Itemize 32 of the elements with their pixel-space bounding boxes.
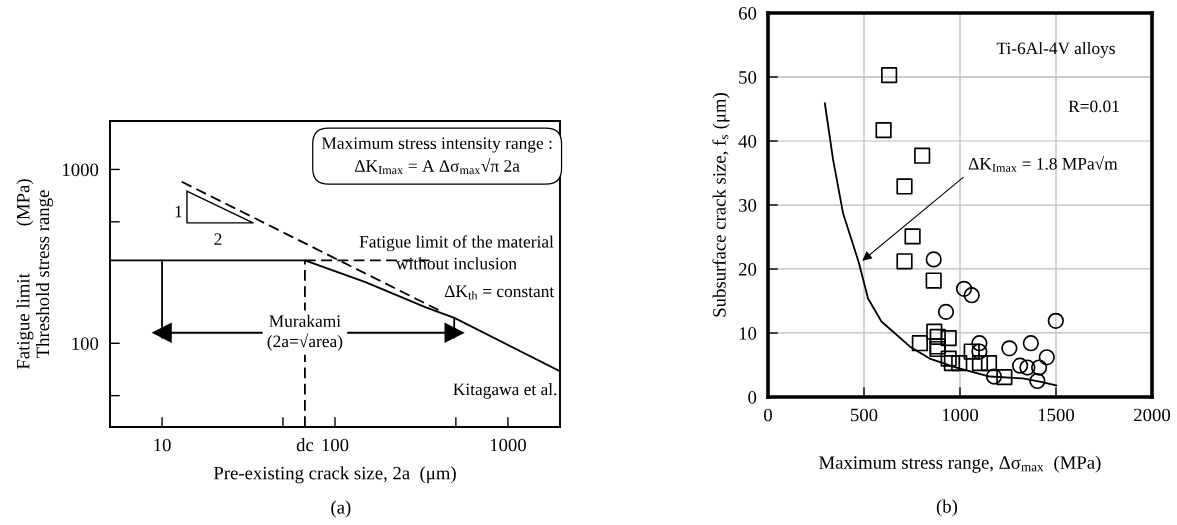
y-tick-label: 20 bbox=[738, 263, 757, 276]
y-tick-label: 0 bbox=[748, 391, 757, 404]
y-tick-label: 50 bbox=[739, 71, 757, 84]
annotation: Ti-6Al-4V alloys bbox=[996, 41, 1115, 58]
annotation: Maximum stress intensity range : ΔK$_{Imax}$ = A Δσ$_{max}$√π 2a bbox=[321, 137, 552, 175]
y-tick-label: 10 bbox=[739, 327, 757, 340]
x-axis-title: Pre-existing crack size, 2a (μm) bbox=[213, 466, 456, 484]
y-tick-label: 30 bbox=[739, 199, 757, 212]
annotation: 2 bbox=[214, 233, 222, 245]
x-tick-label: 0 bbox=[764, 408, 772, 422]
y-axis-title: Fatigue limit (MPa) Threshold stress range bbox=[16, 179, 54, 370]
x-tick-label: dc bbox=[296, 438, 314, 452]
x-tick-label: 100 bbox=[322, 438, 349, 452]
x-tick-label: 2000 bbox=[1134, 408, 1171, 422]
annotation: ΔK$_{th}$ = constant bbox=[444, 285, 555, 300]
annotation: ΔK$_{Imax}$ = 1.8 MPa√m bbox=[968, 155, 1118, 172]
x-tick-label: 500 bbox=[851, 408, 878, 422]
text: (b) bbox=[936, 499, 958, 517]
x-tick-label: 1000 bbox=[942, 408, 979, 422]
y-tick-label: 60 bbox=[738, 7, 757, 20]
annotation: Murakami (2a=√area) bbox=[267, 314, 343, 351]
y-tick-label: 40 bbox=[738, 135, 757, 148]
x-tick-label: 10 bbox=[154, 438, 171, 452]
text: (a) bbox=[331, 500, 351, 518]
annotation: Kitagawa et al. bbox=[453, 383, 557, 399]
annotation: 1 bbox=[175, 205, 182, 218]
x-tick-label: 1500 bbox=[1038, 408, 1075, 422]
x-tick-label: 1000 bbox=[490, 438, 526, 452]
annotation: R=0.01 bbox=[1068, 100, 1119, 113]
y-axis-title: Subsurface crack size, f$_{s}$ (μm) bbox=[712, 93, 730, 317]
x-axis-title: Maximum stress range, Δσ$_{max}$ (MPa) bbox=[819, 455, 1101, 473]
annotation: Fatigue limit of the material without inclusion bbox=[359, 235, 554, 270]
